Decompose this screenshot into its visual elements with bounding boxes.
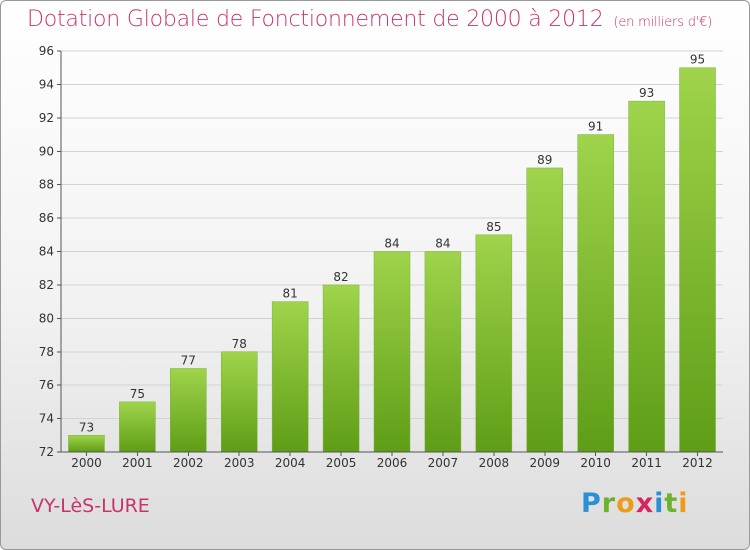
bar: [475, 234, 513, 453]
bar-value-label: 89: [537, 153, 552, 167]
bars: 73 75 77 78 81 82 84 84 85 89 91 93 95: [68, 53, 716, 453]
x-tick-label: 2012: [682, 456, 713, 470]
bar: [424, 251, 462, 453]
y-tick-label: 72: [39, 445, 54, 459]
y-tick-label: 76: [39, 378, 54, 392]
bar-value-label: 82: [333, 270, 348, 284]
y-tick-label: 82: [39, 278, 54, 292]
x-tick-label: 2011: [631, 456, 662, 470]
bar-value-label: 73: [79, 420, 94, 434]
proxiti-logo: Proxiti: [581, 488, 689, 519]
x-tick-label: 2003: [224, 456, 255, 470]
chart-title-block: Dotation Globale de Fonctionnement de 20…: [27, 7, 712, 32]
bar: [628, 100, 665, 453]
bar-value-label: 81: [283, 287, 298, 301]
x-tick-label: 2004: [275, 456, 306, 470]
bar: [170, 368, 207, 453]
x-tick-label: 2006: [377, 456, 408, 470]
x-tick-label: 2000: [71, 456, 102, 470]
y-tick-label: 84: [39, 245, 54, 259]
y-tick-label: 90: [39, 144, 54, 158]
x-tick-label: 2001: [122, 456, 153, 470]
bar-value-label: 84: [384, 237, 399, 251]
y-tick-label: 80: [39, 311, 54, 325]
bar: [119, 401, 156, 453]
bar-value-label: 95: [690, 53, 705, 67]
x-tick-label: 2008: [479, 456, 510, 470]
y-tick-label: 92: [39, 111, 54, 125]
x-tick-label: 2009: [529, 456, 560, 470]
y-tick-label: 96: [39, 44, 54, 58]
bar: [373, 251, 411, 453]
bar: [679, 67, 716, 453]
x-tick-label: 2002: [173, 456, 204, 470]
y-tick-label: 78: [39, 345, 54, 359]
x-tick-label: 2007: [428, 456, 459, 470]
bar: [577, 134, 614, 453]
bar-value-label: 84: [435, 237, 450, 251]
bar-value-label: 91: [588, 120, 603, 134]
bar-value-label: 93: [639, 86, 654, 100]
bar: [68, 435, 105, 453]
chart-subtitle: (en milliers d'€): [613, 15, 713, 30]
bar-value-label: 77: [181, 353, 196, 367]
bar-value-label: 75: [130, 387, 145, 401]
y-tick-label: 88: [39, 178, 54, 192]
y-tick-label: 94: [39, 77, 54, 91]
x-tick-label: 2010: [580, 456, 611, 470]
bar: [322, 284, 360, 453]
y-tick-label: 74: [39, 412, 54, 426]
bar: [220, 351, 258, 453]
y-tick-label: 86: [39, 211, 54, 225]
chart-title: Dotation Globale de Fonctionnement de 20…: [27, 7, 604, 32]
bar: [271, 301, 309, 453]
axes: 72 74 76 78 80 82 84 86 88 90 92 94 96 2000 2001 2002 20…: [39, 44, 723, 470]
x-tick-label: 2005: [326, 456, 357, 470]
bar-value-label: 85: [486, 220, 501, 234]
bar-value-label: 78: [232, 337, 247, 351]
bar-chart: 73 75 77 78 81 82 84 84 85 89 91 93 95 72 74 76 78 80 82 8…: [39, 44, 723, 470]
place-name: VY-LèS-LURE: [31, 495, 150, 517]
bar: [526, 167, 564, 453]
